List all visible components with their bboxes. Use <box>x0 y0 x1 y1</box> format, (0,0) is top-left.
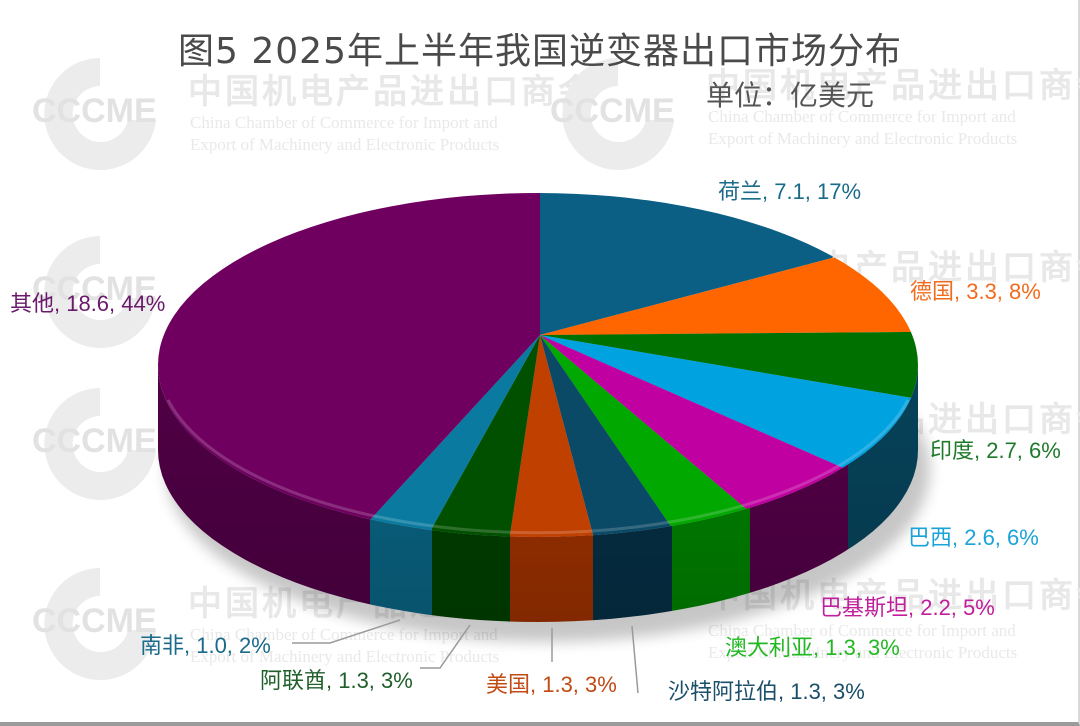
watermark-en-2: Export of Machinery and Electronic Produ… <box>708 643 1018 662</box>
cccme-logo-icon: CCCME <box>32 58 157 170</box>
label-germany: 德国, 3.3, 8% <box>910 279 1041 304</box>
svg-text:CCCME: CCCME <box>550 92 675 130</box>
unit-label: 单位：亿美元 <box>706 79 875 112</box>
watermark-en-2: Export of Machinery and Electronic Produ… <box>190 135 500 154</box>
svg-text:CCCME: CCCME <box>32 602 157 640</box>
watermark-en-1: China Chamber of Commerce for Import and <box>190 113 498 132</box>
chart-title: 图5 2025年上半年我国逆变器出口市场分布 <box>178 31 902 72</box>
svg-text:CCCME: CCCME <box>32 270 157 308</box>
cccme-logo-icon: CCCME <box>32 568 157 680</box>
svg-text:CCCME: CCCME <box>32 422 157 460</box>
watermark-en-1: China Chamber of Commerce for Import and <box>708 107 1016 126</box>
cccme-logo-icon: CCCME <box>550 58 675 170</box>
label-pakistan: 巴基斯坦, 2.2, 5% <box>820 595 995 620</box>
label-netherlands: 荷兰, 7.1, 17% <box>718 179 862 204</box>
slice-australia <box>540 335 750 537</box>
leader-lines <box>292 619 639 694</box>
slice-brazil <box>540 335 918 500</box>
watermark-en-2: Export of Machinery and Electronic Produ… <box>708 129 1018 148</box>
cccme-logo-icon: CCCME <box>32 236 157 348</box>
slice-south-africa <box>370 335 540 537</box>
label-uae: 阿联酋, 1.3, 3% <box>260 668 413 693</box>
label-others: 其他, 18.6, 44% <box>10 291 166 316</box>
svg-text:CCCME: CCCME <box>32 92 157 130</box>
label-usa: 美国, 1.3, 3% <box>486 672 617 697</box>
slice-uae <box>432 335 540 537</box>
slice-saudi <box>540 335 672 537</box>
label-australia: 澳大利亚, 1.3, 3% <box>725 635 900 660</box>
watermark-en-1: China Chamber of Commerce for Import and <box>708 621 1016 640</box>
label-south-africa: 南非, 1.0, 2% <box>140 633 271 658</box>
label-india: 印度, 2.7, 6% <box>930 438 1061 463</box>
watermark-cn: 中国机电产品进出口商会 <box>706 66 1080 106</box>
slice-india <box>540 332 918 410</box>
watermark-cn: 中国机电产品进出口商会 <box>188 72 595 112</box>
label-brazil: 巴西, 2.6, 6% <box>908 525 1039 550</box>
cccme-logo-icon: CCCME <box>32 388 157 500</box>
label-saudi-arabia: 沙特阿拉伯, 1.3, 3% <box>668 679 865 704</box>
slice-usa <box>510 335 593 537</box>
watermark-en-2: Export of Machinery and Electronic Produ… <box>190 647 500 666</box>
